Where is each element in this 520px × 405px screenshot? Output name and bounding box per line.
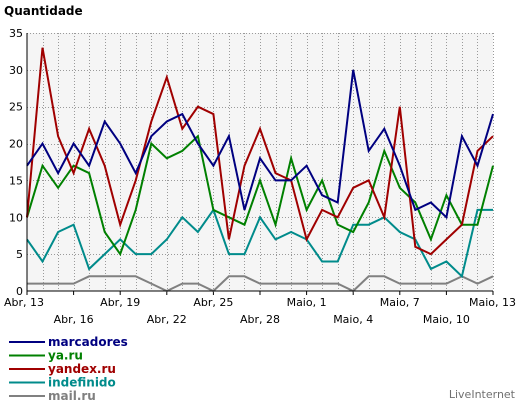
y-tick-label: 5 xyxy=(16,248,23,261)
y-axis-title: Quantidade xyxy=(4,4,83,18)
series-line-yandex-ru xyxy=(26,47,494,256)
y-tick-label: 30 xyxy=(9,64,23,77)
x-tick-label: Abr, 13 xyxy=(4,296,44,309)
y-tick-label: 0 xyxy=(16,285,23,298)
series-line-marcadores xyxy=(26,69,494,220)
x-tick-label: Maio, 13 xyxy=(469,296,516,309)
x-tick-label: Abr, 28 xyxy=(240,313,280,326)
legend-label: indefinido xyxy=(48,376,116,390)
brand-label: LiveInternet xyxy=(449,388,516,401)
x-tick-label: Abr, 25 xyxy=(193,296,233,309)
legend-label: ya.ru xyxy=(48,349,83,363)
series-line-ya-ru xyxy=(26,134,494,257)
series-lines xyxy=(26,47,494,293)
x-axis-ticks: Abr, 13 Abr, 16 Abr, 19 Abr, 22 Abr, 25 Abr, … xyxy=(4,291,516,326)
x-tick-label: Maio, 4 xyxy=(333,313,373,326)
x-tick-label: Abr, 19 xyxy=(100,296,140,309)
y-tick-label: 15 xyxy=(9,174,23,187)
y-tick-label: 20 xyxy=(9,138,23,151)
legend-label: marcadores xyxy=(48,335,128,349)
y-axis-ticks: 0 5 10 15 20 25 30 35 xyxy=(9,27,23,298)
series-line-mail-ru xyxy=(27,275,494,293)
legend-label: yandex.ru xyxy=(48,362,116,376)
x-tick-label: Abr, 22 xyxy=(147,313,187,326)
legend: marcadoresya.ruyandex.ruindefinidomail.r… xyxy=(9,335,128,403)
x-tick-label: Abr, 16 xyxy=(54,313,94,326)
grid-lines xyxy=(27,33,494,291)
x-tick-label: Maio, 7 xyxy=(380,296,420,309)
legend-label: mail.ru xyxy=(48,389,96,403)
y-tick-label: 10 xyxy=(9,211,23,224)
x-tick-label: Maio, 10 xyxy=(423,313,470,326)
y-tick-label: 25 xyxy=(9,101,23,114)
x-tick-label: Maio, 1 xyxy=(287,296,327,309)
y-tick-label: 35 xyxy=(9,27,23,40)
